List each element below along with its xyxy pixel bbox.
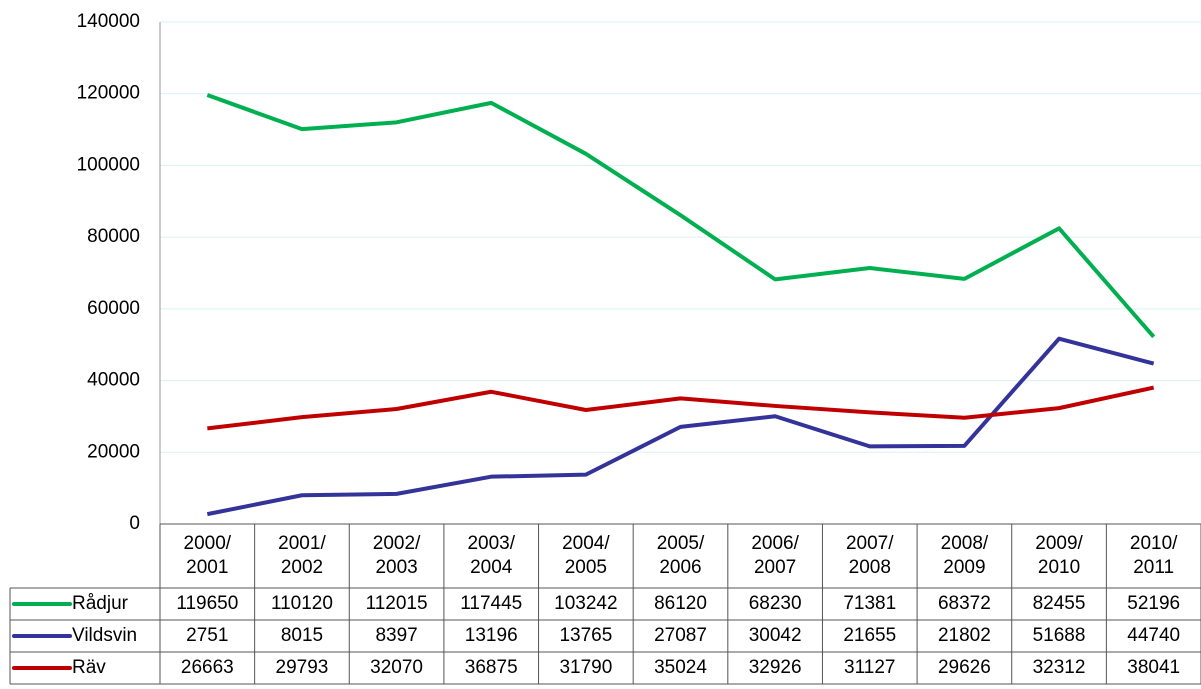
table-value: 32312 xyxy=(1033,657,1086,678)
x-tick-label: 2003/ 2004 xyxy=(467,533,515,578)
table-value: 51688 xyxy=(1033,625,1086,646)
x-tick-label: 2001/ 2002 xyxy=(278,533,326,578)
table-value: 52196 xyxy=(1127,593,1180,614)
table-value: 21802 xyxy=(938,625,991,646)
table-value: 71381 xyxy=(843,593,896,614)
table-value: 86120 xyxy=(654,593,707,614)
x-tick-label: 2010/ 2011 xyxy=(1129,533,1178,578)
table-value: 68372 xyxy=(938,593,991,614)
table-value: 27087 xyxy=(654,625,707,646)
y-tick-label: 120000 xyxy=(77,83,140,104)
table-value: 103242 xyxy=(554,593,617,614)
table-value: 31127 xyxy=(844,657,895,678)
table-value: 32070 xyxy=(370,657,423,678)
x-tick-label: 2007/ 2008 xyxy=(845,533,894,578)
y-tick-label: 20000 xyxy=(87,441,140,462)
table-value: 110120 xyxy=(271,593,333,614)
table-value: 117445 xyxy=(460,593,522,614)
legend-label: Rådjur xyxy=(72,593,129,614)
legend-label: Vildsvin xyxy=(72,625,137,646)
table-value: 29793 xyxy=(276,657,329,678)
legend-label: Räv xyxy=(72,657,106,678)
y-tick-label: 40000 xyxy=(87,370,140,391)
table-value: 119650 xyxy=(176,593,238,614)
x-tick-label: 2002/ 2003 xyxy=(372,533,421,578)
y-tick-label: 100000 xyxy=(77,154,140,175)
table-value: 36875 xyxy=(465,657,518,678)
data-line xyxy=(206,336,1155,517)
data-line xyxy=(207,385,1155,431)
x-tick-label: 2000/ 2001 xyxy=(183,533,232,578)
table-value: 2751 xyxy=(186,625,228,646)
y-tick-label: 60000 xyxy=(87,298,140,319)
table-value: 68230 xyxy=(749,593,802,614)
table-value: 8397 xyxy=(375,625,417,646)
table-value: 38041 xyxy=(1127,657,1180,678)
x-tick-label: 2005/ 2006 xyxy=(656,533,705,578)
y-tick-label: 0 xyxy=(129,513,140,534)
table-value: 82455 xyxy=(1033,593,1086,614)
table-value: 31790 xyxy=(559,657,612,678)
x-tick-label: 2009/ 2010 xyxy=(1035,533,1083,578)
table-value: 35024 xyxy=(654,657,707,678)
table-value: 30042 xyxy=(749,625,802,646)
table-value: 13765 xyxy=(559,625,612,646)
table-value: 21655 xyxy=(843,625,896,646)
table-value: 8015 xyxy=(281,625,323,646)
x-tick-label: 2008/ 2009 xyxy=(940,533,989,578)
table-value: 44740 xyxy=(1127,625,1180,646)
data-line xyxy=(206,93,1156,339)
table-value: 32926 xyxy=(749,657,802,678)
table-value: 26663 xyxy=(181,657,234,678)
table-value: 29626 xyxy=(938,657,991,678)
y-tick-label: 80000 xyxy=(87,226,140,247)
x-tick-label: 2004/ 2005 xyxy=(562,533,610,578)
x-tick-label: 2006/ 2007 xyxy=(751,533,799,578)
table-value: 13196 xyxy=(465,625,518,646)
table-value: 112015 xyxy=(366,593,428,614)
y-tick-label: 140000 xyxy=(77,11,140,32)
